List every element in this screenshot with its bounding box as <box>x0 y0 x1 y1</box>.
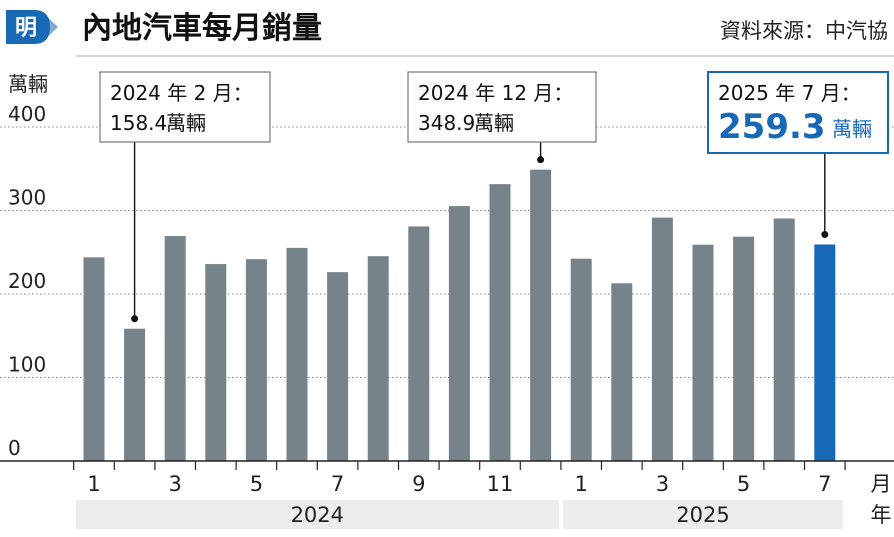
year-label: 2024 <box>291 503 344 527</box>
callout-value: 158.4 <box>110 111 167 135</box>
bar <box>733 236 755 461</box>
x-tick-label: 1 <box>87 472 100 496</box>
x-axis-year-unit: 年 <box>871 503 892 527</box>
bar <box>164 236 186 461</box>
x-tick-label: 5 <box>250 472 263 496</box>
x-tick-label: 9 <box>412 472 425 496</box>
bar <box>448 206 470 461</box>
x-tick-label: 1 <box>575 472 588 496</box>
callout-box <box>407 71 597 143</box>
callout-box <box>707 71 889 154</box>
bar <box>570 258 592 461</box>
y-tick-label: 0 <box>8 436 21 460</box>
y-tick-label: 400 <box>8 102 46 126</box>
bar-highlight <box>814 244 836 461</box>
x-axis-month-unit: 月 <box>871 472 892 496</box>
y-tick-label: 200 <box>8 269 46 293</box>
bar <box>773 218 795 461</box>
year-label: 2025 <box>676 503 729 527</box>
logo-icon: 明 <box>6 10 58 44</box>
year-bands: 2024 2025 <box>75 500 844 529</box>
y-tick-label: 300 <box>8 186 46 210</box>
x-tick-label: 3 <box>169 472 182 496</box>
bar <box>692 244 714 461</box>
callout-unit: 萬輛 <box>474 111 514 135</box>
callout: 2024 年 2 月： 158.4萬輛 <box>99 71 271 323</box>
x-tick-label: 7 <box>331 472 344 496</box>
x-axis <box>0 460 894 470</box>
bar <box>408 226 430 461</box>
callout-dot <box>537 156 545 164</box>
bar <box>651 217 673 461</box>
source-note: 資料來源：中汽協 <box>720 19 888 43</box>
y-axis-label: 萬輛 <box>8 72 48 96</box>
bar <box>611 283 633 461</box>
year-band <box>75 500 559 529</box>
bar <box>327 272 349 461</box>
callout-box <box>99 71 271 143</box>
x-tick-label: 3 <box>656 472 669 496</box>
callout-dot <box>821 230 829 238</box>
header: 明 內地汽車每月銷量 資料來源：中汽協 <box>6 10 894 57</box>
bar <box>367 256 389 461</box>
bar <box>83 257 105 461</box>
x-tick-label: 11 <box>487 472 514 496</box>
month-labels: 1 3 5 7 9 11 1 3 5 7 <box>87 472 831 496</box>
x-tick-label: 7 <box>818 472 831 496</box>
callout-value: 348.9 <box>418 111 475 135</box>
bar <box>489 184 511 461</box>
callout-unit: 萬輛 <box>832 117 872 141</box>
bar <box>124 328 146 461</box>
bar <box>530 169 552 461</box>
callout-date: 2024 年 12 月： <box>418 81 573 105</box>
y-tick-label: 100 <box>8 353 46 377</box>
bar <box>286 247 308 461</box>
y-tick-labels: 0 100 200 300 400 <box>8 102 46 460</box>
page-title: 內地汽車每月銷量 <box>82 11 322 46</box>
callout-dot <box>131 315 139 323</box>
bars <box>83 169 836 461</box>
logo-char: 明 <box>15 16 37 41</box>
year-band <box>562 500 844 529</box>
callout-date: 2024 年 2 月： <box>110 81 253 105</box>
callout: 2025 年 7 月：259.3 萬輛 <box>707 71 889 238</box>
callout-date: 2025 年 7 月： <box>718 81 861 105</box>
bar <box>205 264 227 461</box>
callout: 2024 年 12 月： 348.9萬輛 <box>407 71 597 164</box>
callout-value: 259.3 <box>718 107 826 147</box>
bar <box>245 259 267 461</box>
callout-unit: 萬輛 <box>166 111 206 135</box>
x-tick-label: 5 <box>737 472 750 496</box>
